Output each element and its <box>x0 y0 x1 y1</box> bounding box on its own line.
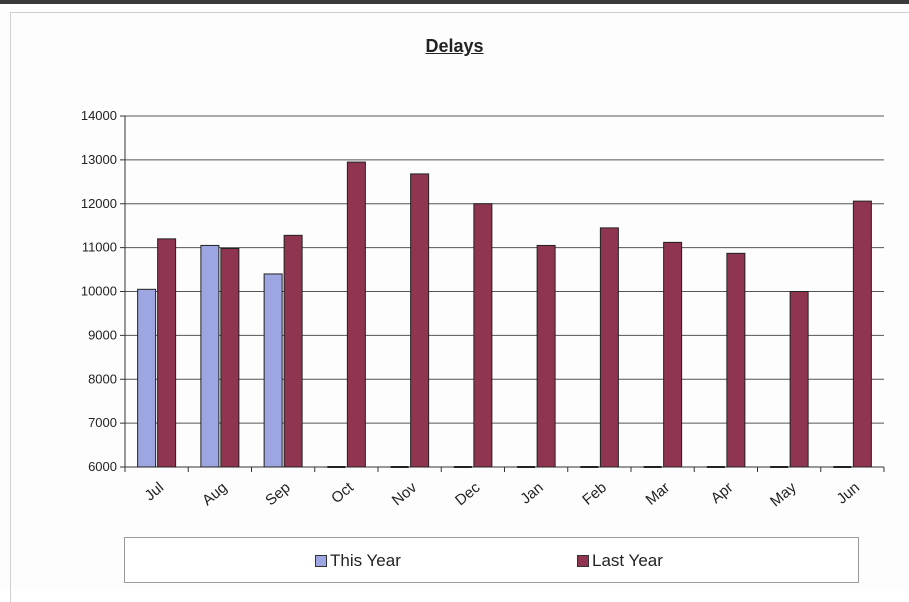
bar-last-year-dec <box>473 203 493 468</box>
bar-last-year-apr <box>726 252 746 468</box>
x-category-label: May <box>767 479 800 511</box>
bar-last-year-jan <box>536 244 556 468</box>
x-category-label: Dec <box>452 479 484 509</box>
chart-title: Delays <box>425 36 484 56</box>
x-category-label: Aug <box>199 479 230 509</box>
x-category-label: Mar <box>642 479 673 509</box>
bar-this-year-jul <box>137 288 157 468</box>
legend: This Year Last Year <box>124 537 859 583</box>
y-tick-label: 14000 <box>81 108 117 123</box>
x-category-label: Nov <box>389 479 421 509</box>
x-category-label: Jul <box>142 479 168 504</box>
bar-last-year-nov <box>410 173 430 468</box>
y-tick-label: 10000 <box>81 284 117 299</box>
bar-last-year-mar <box>663 241 683 468</box>
bar-this-year-aug <box>200 244 220 468</box>
legend-item-this-year: This Year <box>315 551 401 571</box>
legend-swatch-this-year <box>315 555 327 567</box>
legend-label-this-year: This Year <box>330 551 401 570</box>
legend-label-last-year: Last Year <box>592 551 663 570</box>
bar-last-year-may <box>789 291 809 468</box>
y-tick-label: 8000 <box>88 371 117 386</box>
y-tick-label: 7000 <box>88 415 117 430</box>
x-category-label: Jan <box>517 479 546 508</box>
bar-last-year-jul <box>157 238 177 468</box>
bar-last-year-aug <box>220 248 240 468</box>
x-category-label: Oct <box>328 479 357 508</box>
x-category-label: Apr <box>708 479 737 507</box>
bar-last-year-feb <box>599 227 619 468</box>
bar-last-year-sep <box>283 234 303 468</box>
y-tick-label: 6000 <box>88 459 117 474</box>
legend-swatch-last-year <box>577 555 589 567</box>
y-tick-label: 12000 <box>81 196 117 211</box>
bar-last-year-jun <box>852 200 872 468</box>
y-tick-label: 9000 <box>88 327 117 342</box>
bar-last-year-oct <box>346 161 366 468</box>
y-tick-label: 13000 <box>81 152 117 167</box>
legend-item-last-year: Last Year <box>577 551 663 571</box>
bar-this-year-sep <box>263 273 283 468</box>
top-border <box>0 0 909 4</box>
y-tick-label: 11000 <box>82 240 117 255</box>
x-category-label: Sep <box>262 479 293 509</box>
x-category-label: Jun <box>833 479 862 508</box>
x-category-label: Feb <box>579 479 610 509</box>
chart-panel <box>10 12 909 602</box>
